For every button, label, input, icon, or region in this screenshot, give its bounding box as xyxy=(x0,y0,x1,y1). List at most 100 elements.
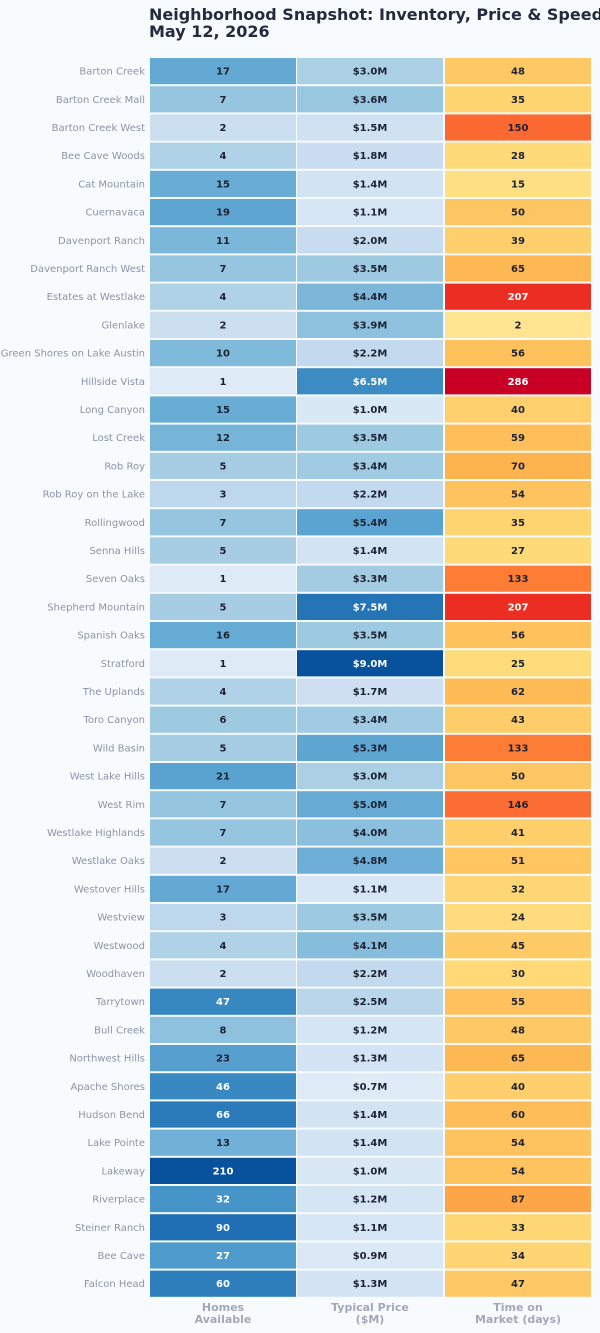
cell-value-price: $1.0M xyxy=(353,1166,388,1177)
row-label: Rob Roy xyxy=(104,461,145,472)
chart-subtitle: May 12, 2026 xyxy=(149,22,270,41)
cell-value-homes: 16 xyxy=(216,631,230,642)
cell-value-price: $1.4M xyxy=(353,546,388,557)
heatmap-cell-dom xyxy=(445,227,591,254)
heatmap-cell-price xyxy=(297,1157,443,1184)
cell-value-homes: 46 xyxy=(216,1082,230,1093)
cell-value-homes: 1 xyxy=(220,377,227,388)
cell-value-homes: 7 xyxy=(220,264,227,275)
row-label: Davenport Ranch West xyxy=(30,264,145,275)
cell-value-dom: 35 xyxy=(511,518,525,529)
heatmap-cell-dom xyxy=(445,1073,591,1100)
cell-value-dom: 27 xyxy=(511,546,525,557)
heatmap-cell-homes xyxy=(150,791,296,818)
cell-value-homes: 17 xyxy=(216,884,230,895)
cell-value-homes: 19 xyxy=(216,208,230,219)
cell-value-homes: 7 xyxy=(220,800,227,811)
cell-value-dom: 56 xyxy=(511,349,525,360)
heatmap-cell-price xyxy=(297,1270,443,1297)
cell-value-dom: 48 xyxy=(511,67,525,78)
heatmap-cell-price xyxy=(297,1073,443,1100)
cell-value-price: $3.5M xyxy=(353,631,388,642)
heatmap-cell-dom xyxy=(445,452,591,479)
heatmap-cell-price xyxy=(297,791,443,818)
heatmap-cell-price xyxy=(297,452,443,479)
row-label: Davenport Ranch xyxy=(58,236,145,247)
row-label: Barton Creek West xyxy=(52,123,145,134)
cell-value-price: $3.0M xyxy=(353,67,388,78)
row-label: Hudson Bend xyxy=(78,1110,145,1121)
cell-value-price: $7.5M xyxy=(353,602,388,613)
cell-value-dom: 146 xyxy=(508,800,529,811)
heatmap-cell-dom xyxy=(445,255,591,282)
heatmap-cell-price xyxy=(297,847,443,874)
row-label: Riverplace xyxy=(92,1195,145,1206)
cell-value-price: $1.7M xyxy=(353,687,388,698)
cell-value-price: $3.5M xyxy=(353,913,388,924)
cell-value-homes: 4 xyxy=(220,151,227,162)
heatmap-cell-homes xyxy=(150,170,296,197)
cell-value-price: $1.4M xyxy=(353,1110,388,1121)
cell-value-price: $2.0M xyxy=(353,236,388,247)
cell-value-homes: 1 xyxy=(220,659,227,670)
cell-value-price: $1.1M xyxy=(353,884,388,895)
heatmap-cell-price xyxy=(297,1186,443,1213)
cell-value-dom: 50 xyxy=(511,208,525,219)
row-label: Barton Creek Mall xyxy=(56,95,145,106)
heatmap-cell-homes xyxy=(150,255,296,282)
heatmap-cell-dom xyxy=(445,1101,591,1128)
row-label: Tarrytown xyxy=(95,997,145,1008)
cell-value-homes: 17 xyxy=(216,67,230,78)
column-label-dom: Time on xyxy=(493,1301,542,1314)
cell-value-price: $3.3M xyxy=(353,574,388,585)
cell-value-price: $0.7M xyxy=(353,1082,388,1093)
cell-value-price: $3.6M xyxy=(353,95,388,106)
cell-value-price: $2.5M xyxy=(353,997,388,1008)
cell-value-price: $1.8M xyxy=(353,151,388,162)
cell-value-homes: 3 xyxy=(220,913,227,924)
cell-value-homes: 5 xyxy=(220,461,227,472)
heatmap-cell-price xyxy=(297,368,443,395)
cell-value-homes: 11 xyxy=(216,236,230,247)
cell-value-price: $1.3M xyxy=(353,1279,388,1290)
cell-value-dom: 54 xyxy=(511,1138,525,1149)
heatmap-cell-homes xyxy=(150,932,296,959)
heatmap-cell-price xyxy=(297,763,443,790)
cell-value-dom: 45 xyxy=(511,941,525,952)
heatmap-cell-price xyxy=(297,932,443,959)
heatmap-cell-homes xyxy=(150,1045,296,1072)
cell-value-dom: 286 xyxy=(508,377,529,388)
cell-value-homes: 2 xyxy=(220,123,227,134)
heatmap-cell-dom xyxy=(445,1270,591,1297)
heatmap-cell-price xyxy=(297,114,443,141)
heatmap-cell-homes xyxy=(150,1186,296,1213)
column-label-homes: Available xyxy=(195,1313,252,1326)
heatmap-cell-dom xyxy=(445,622,591,649)
cell-value-homes: 32 xyxy=(216,1195,230,1206)
row-label: Bull Creek xyxy=(94,1025,145,1036)
heatmap-cell-price xyxy=(297,734,443,761)
cell-value-dom: 43 xyxy=(511,715,525,726)
row-label: Cat Mountain xyxy=(78,179,145,190)
heatmap-cell-homes xyxy=(150,58,296,85)
row-label: Shepherd Mountain xyxy=(47,602,145,613)
heatmap-cell-dom xyxy=(445,819,591,846)
column-label-dom: Market (days) xyxy=(475,1313,561,1326)
cell-value-dom: 62 xyxy=(511,687,525,698)
row-label: Westwood xyxy=(94,941,145,952)
heatmap-cell-homes xyxy=(150,819,296,846)
cell-value-homes: 2 xyxy=(220,969,227,980)
heatmap-cell-price xyxy=(297,678,443,705)
heatmap-cell-homes xyxy=(150,537,296,564)
cell-value-price: $3.4M xyxy=(353,461,388,472)
heatmap-cell-homes xyxy=(150,678,296,705)
cell-value-price: $5.4M xyxy=(353,518,388,529)
heatmap-cell-homes xyxy=(150,114,296,141)
heatmap-cell-dom xyxy=(445,170,591,197)
row-label: Stratford xyxy=(101,659,145,670)
row-label: Woodhaven xyxy=(86,969,145,980)
row-label: Hillside Vista xyxy=(81,377,145,388)
cell-value-dom: 24 xyxy=(511,913,525,924)
cell-value-dom: 65 xyxy=(511,264,525,275)
row-label: Barton Creek xyxy=(79,67,145,78)
